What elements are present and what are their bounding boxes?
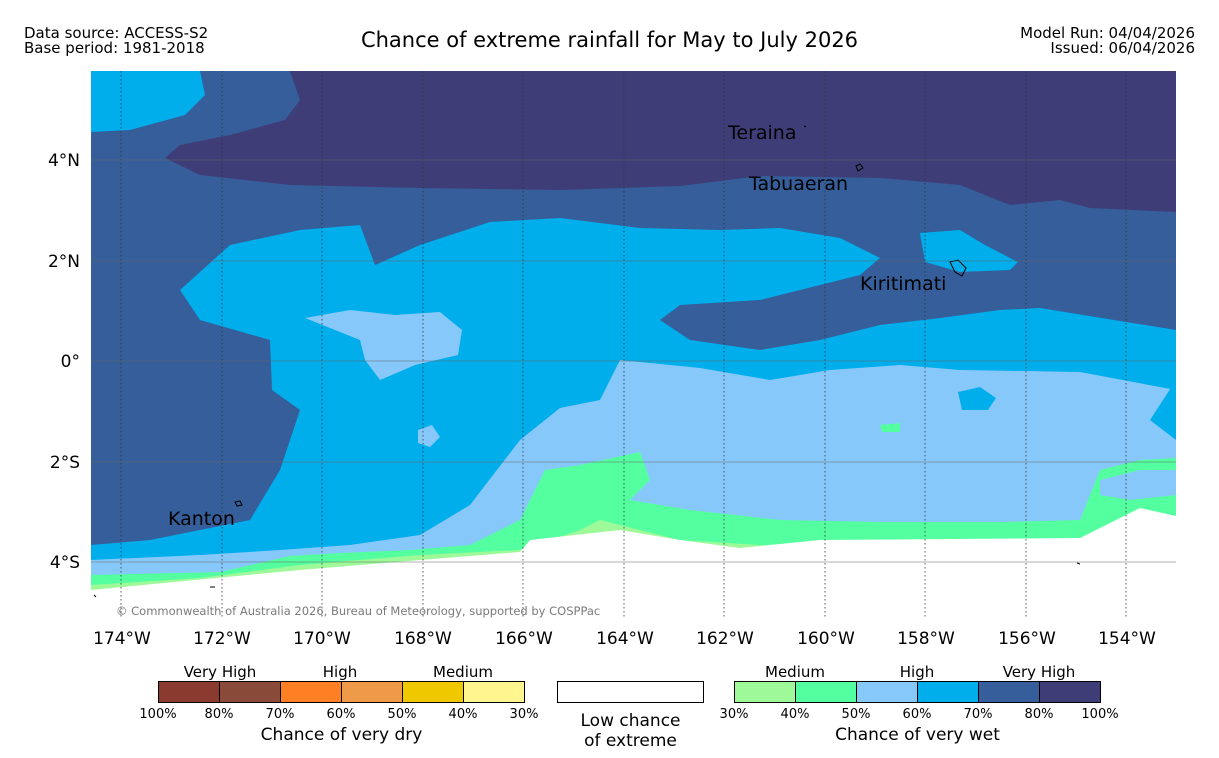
zone-low-chance bbox=[91, 508, 1176, 617]
legend-dry-label-very-high: Very High bbox=[183, 663, 257, 681]
legend-dry-percent: 80% bbox=[204, 707, 234, 722]
map-plot-area bbox=[91, 71, 1176, 617]
legend-dry-label-high: High bbox=[322, 663, 358, 681]
legend-dry-percent: 70% bbox=[265, 707, 295, 722]
place-label-teraina: Teraina bbox=[727, 122, 797, 144]
legend-dry-swatch-5 bbox=[464, 682, 524, 702]
legend-wet-percent: 80% bbox=[1024, 707, 1054, 722]
lon-tick-label: 164°W bbox=[596, 629, 654, 649]
lon-tick-label: 162°W bbox=[696, 629, 754, 649]
base-period-text: Base period: 1981-2018 bbox=[24, 39, 205, 57]
lon-tick-label: 168°W bbox=[394, 629, 452, 649]
lon-tick-label: 174°W bbox=[93, 629, 151, 649]
legend-dry-percent: 30% bbox=[509, 707, 539, 722]
legend-wet-label-high: High bbox=[899, 663, 935, 681]
legend-dry-percent: 40% bbox=[448, 707, 478, 722]
legend-low-chance-swatch bbox=[557, 681, 704, 703]
legend-wet-percent: 100% bbox=[1081, 707, 1119, 722]
legend-neutral-line2: of extreme bbox=[584, 731, 677, 751]
legend-wet-label-medium: Medium bbox=[765, 663, 825, 681]
lon-tick-label: 156°W bbox=[998, 629, 1056, 649]
data-source-text: Data source: ACCESS-S2 bbox=[24, 24, 209, 42]
copyright-text: © Commonwealth of Australia 2026, Bureau… bbox=[116, 604, 600, 618]
legend-neutral-caption: Low chance of extreme bbox=[557, 711, 704, 751]
legend-neutral-line1: Low chance bbox=[580, 711, 681, 731]
legend-wet-caption: Chance of very wet bbox=[835, 725, 1000, 745]
lat-tick-label: 0° bbox=[61, 352, 80, 372]
legend-dry-swatch-4 bbox=[403, 682, 464, 702]
issued-text: Issued: 06/04/2026 bbox=[1050, 39, 1195, 57]
header-right: Model Run: 04/04/2026 Issued: 06/04/2026 bbox=[1020, 26, 1195, 56]
legend-wet-percent: 60% bbox=[902, 707, 932, 722]
lat-tick-label: 2°N bbox=[48, 252, 80, 272]
place-label-tabuaeran: Tabuaeran bbox=[748, 173, 848, 195]
lon-tick-label: 158°W bbox=[897, 629, 955, 649]
lon-tick-label: 166°W bbox=[495, 629, 553, 649]
legend-dry-percent: 60% bbox=[326, 707, 356, 722]
legend-wet-swatch-2 bbox=[857, 682, 918, 702]
lon-tick-label: 170°W bbox=[293, 629, 351, 649]
legend-wet-percent: 30% bbox=[719, 707, 749, 722]
legend-wet-swatch-3 bbox=[918, 682, 979, 702]
legend-wet-label-very-high: Very High bbox=[1002, 663, 1076, 681]
legend-wet-percent: 50% bbox=[841, 707, 871, 722]
lon-tick-label: 160°W bbox=[797, 629, 855, 649]
legend-dry-label-medium: Medium bbox=[433, 663, 493, 681]
legend-wet-swatch-4 bbox=[979, 682, 1040, 702]
legend-dry-caption: Chance of very dry bbox=[260, 725, 423, 745]
legend-dry-swatches bbox=[158, 681, 525, 703]
legend-dry-swatch-2 bbox=[281, 682, 342, 702]
map-title: Chance of extreme rainfall for May to Ju… bbox=[360, 28, 859, 52]
legend-dry-percent: 50% bbox=[387, 707, 417, 722]
model-run-text: Model Run: 04/04/2026 bbox=[1020, 24, 1195, 42]
place-label-kiritimati: Kiritimati bbox=[860, 273, 946, 295]
legend-dry-swatch-3 bbox=[342, 682, 403, 702]
legend-wet-percent: 40% bbox=[780, 707, 810, 722]
legend-wet-swatch-1 bbox=[796, 682, 857, 702]
legend-dry-percent: 100% bbox=[139, 707, 177, 722]
legend-wet-swatches bbox=[734, 681, 1101, 703]
place-label-kanton: Kanton bbox=[168, 508, 235, 530]
legend-wet-swatch-0 bbox=[735, 682, 796, 702]
lon-tick-label: 172°W bbox=[193, 629, 251, 649]
header-left: Data source: ACCESS-S2 Base period: 1981… bbox=[24, 26, 208, 56]
lon-tick-label: 154°W bbox=[1098, 629, 1156, 649]
lat-tick-label: 4°S bbox=[50, 553, 80, 573]
lat-tick-label: 2°S bbox=[50, 453, 80, 473]
legend-wet-swatch-5 bbox=[1040, 682, 1100, 702]
legend-wet-percent: 70% bbox=[963, 707, 993, 722]
legend-dry-swatch-1 bbox=[220, 682, 281, 702]
lat-tick-label: 4°N bbox=[48, 151, 80, 171]
legend-dry-swatch-0 bbox=[159, 682, 220, 702]
